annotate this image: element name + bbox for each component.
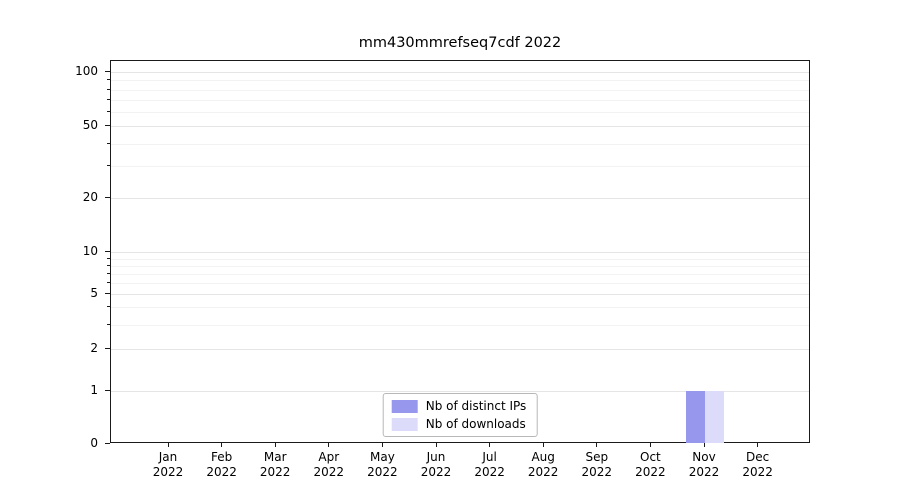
x-tick-label: Jul 2022: [462, 450, 518, 480]
x-tick-label: Feb 2022: [194, 450, 250, 480]
y-minor-tick: [107, 306, 110, 308]
y-tick: [105, 390, 110, 392]
y-tick: [105, 251, 110, 253]
x-tick-label: Oct 2022: [622, 450, 678, 480]
x-tick-label: May 2022: [354, 450, 410, 480]
x-tick-year: 2022: [367, 465, 398, 479]
major-gridline: [111, 72, 809, 74]
legend: Nb of distinct IPs Nb of downloads: [382, 393, 538, 437]
x-tick-year: 2022: [527, 465, 559, 479]
x-tick: [757, 443, 759, 447]
x-tick: [274, 443, 276, 447]
x-tick-year: 2022: [152, 465, 184, 479]
y-minor-tick: [107, 99, 110, 100]
minor-gridline: [111, 273, 809, 275]
x-tick: [703, 443, 705, 447]
y-minor-tick: [107, 323, 110, 325]
y-tick: [105, 348, 110, 350]
major-gridline: [111, 197, 809, 199]
y-minor-tick: [107, 264, 110, 266]
x-tick-label: Apr 2022: [301, 450, 357, 480]
major-gridline: [111, 391, 809, 393]
x-tick-year: 2022: [635, 465, 666, 479]
x-tick-year: 2022: [474, 465, 505, 479]
y-tick: [105, 293, 110, 294]
major-gridline: [111, 349, 809, 351]
y-minor-tick: [107, 88, 110, 90]
y-minor-tick: [107, 142, 110, 144]
x-tick-year: 2022: [206, 465, 237, 479]
y-tick-label: 2: [90, 341, 98, 356]
y-tick: [105, 196, 110, 198]
y-tick: [105, 443, 110, 444]
x-tick-label: Sep 2022: [569, 450, 625, 480]
bar-nb-of-downloads: [705, 391, 724, 443]
x-tick: [328, 443, 330, 447]
y-tick: [105, 125, 110, 127]
minor-gridline: [111, 283, 809, 284]
y-tick-label: 10: [82, 244, 98, 259]
x-tick-label: Mar 2022: [247, 450, 303, 480]
chart-title: mm430mmrefseq7cdf 2022: [358, 35, 562, 51]
legend-swatch-downloads: [391, 417, 418, 431]
x-tick-year: 2022: [420, 465, 452, 479]
major-gridline: [111, 294, 809, 295]
x-tick-year: 2022: [259, 465, 291, 479]
x-tick-year: 2022: [581, 465, 613, 479]
y-minor-tick: [107, 282, 110, 283]
y-tick-label: 20: [82, 189, 98, 204]
minor-gridline: [111, 80, 809, 82]
y-tick: [105, 71, 110, 73]
y-tick-label: 1: [90, 383, 98, 398]
y-tick-label: 5: [90, 286, 98, 300]
minor-gridline: [111, 112, 809, 113]
y-tick-label: 50: [82, 118, 98, 133]
y-tick-label: 0: [90, 436, 98, 450]
plot-area: Nb of distinct IPs Nb of downloads: [110, 60, 810, 443]
x-tick-year: 2022: [742, 465, 773, 479]
legend-swatch-distinct-ips: [391, 399, 418, 413]
minor-gridline: [111, 166, 809, 168]
y-minor-tick: [107, 272, 110, 274]
x-tick-label: Jan 2022: [140, 450, 196, 480]
x-tick-label: Aug 2022: [515, 450, 571, 480]
x-tick-year: 2022: [313, 465, 345, 479]
x-tick: [649, 443, 651, 447]
minor-gridline: [111, 307, 809, 309]
legend-label-downloads: Nb of downloads: [425, 417, 526, 431]
x-tick-label: Jun 2022: [408, 450, 464, 480]
minor-gridline: [111, 324, 809, 326]
major-gridline: [111, 252, 809, 254]
legend-item-distinct-ips: Nb of distinct IPs: [391, 399, 527, 413]
x-tick: [542, 443, 544, 447]
x-tick: [381, 443, 383, 447]
y-minor-tick: [107, 79, 110, 81]
x-tick: [167, 443, 169, 447]
x-tick-label: Dec 2022: [730, 450, 786, 480]
y-minor-tick: [107, 165, 110, 167]
minor-gridline: [111, 100, 809, 101]
x-tick: [489, 443, 491, 447]
x-tick: [596, 443, 598, 447]
x-tick-year: 2022: [688, 465, 720, 479]
x-tick-label: Nov 2022: [676, 450, 732, 480]
minor-gridline: [111, 143, 809, 145]
y-minor-tick: [107, 111, 110, 112]
x-tick: [221, 443, 223, 447]
minor-gridline: [111, 89, 809, 91]
legend-item-downloads: Nb of downloads: [391, 417, 527, 431]
major-gridline: [111, 126, 809, 128]
minor-gridline: [111, 265, 809, 267]
bar-nb-of-distinct-ips: [686, 391, 705, 443]
minor-gridline: [111, 258, 809, 260]
x-tick: [435, 443, 437, 447]
legend-label-distinct-ips: Nb of distinct IPs: [425, 399, 527, 413]
y-minor-tick: [107, 257, 110, 259]
y-tick-label: 100: [75, 64, 98, 79]
